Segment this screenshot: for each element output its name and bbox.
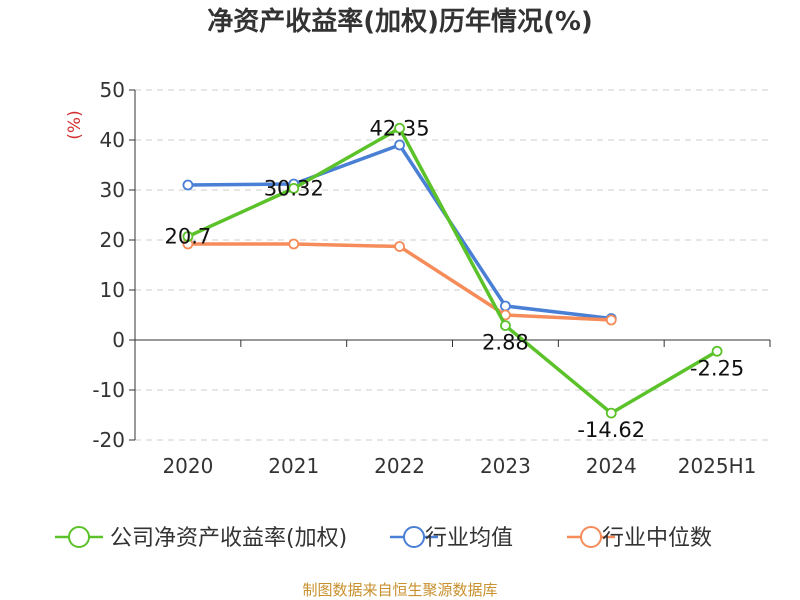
data-label: 30.32 [264, 176, 324, 200]
x-tick-label: 2025H1 [678, 454, 757, 478]
legend-label[interactable]: 行业中位数 [602, 526, 712, 551]
grid [135, 89, 770, 441]
legend-swatch-marker [68, 526, 90, 548]
series-line [187, 126, 718, 415]
series-point[interactable] [394, 122, 405, 134]
series-point[interactable] [288, 238, 300, 250]
x-tick-label: 2020 [162, 454, 213, 478]
y-tick-label: 20 [100, 228, 125, 252]
series-point[interactable] [605, 407, 617, 419]
y-tick-label: -10 [92, 378, 125, 402]
y-tick-label: 50 [100, 78, 125, 102]
series-point[interactable] [394, 241, 405, 252]
y-tick-label: 40 [100, 128, 125, 152]
legend-swatch-marker [403, 526, 425, 548]
data-labels: 20.7 30.32 42.35 2.88 -14.62 -2.25 [165, 116, 745, 442]
legend-swatch-marker [580, 526, 602, 548]
y-tick-label: -20 [92, 428, 125, 452]
legend[interactable]: 公司净资产收益率(加权) 行业均值 行业中位数 [55, 526, 712, 551]
series-line [187, 242, 612, 322]
series-point[interactable] [500, 300, 511, 312]
x-tick-label: 2024 [586, 454, 637, 478]
data-label: 42.35 [370, 116, 430, 140]
series [182, 122, 723, 419]
data-label: -2.25 [690, 356, 744, 380]
series-point[interactable] [182, 231, 194, 242]
x-tick-label: 2021 [268, 454, 319, 478]
data-label: -14.62 [577, 418, 645, 442]
series-point[interactable] [605, 314, 617, 326]
series-point[interactable] [500, 320, 511, 332]
series-point[interactable] [711, 345, 723, 357]
y-tick-label: 0 [112, 328, 125, 352]
y-tick-label: 30 [100, 178, 125, 202]
legend-label[interactable]: 公司净资产收益率(加权) [110, 526, 347, 551]
series-point[interactable] [394, 139, 405, 151]
x-tick-label: 2022 [374, 454, 425, 478]
y-axis-unit: (%) [65, 110, 85, 139]
data-label: 20.7 [165, 225, 212, 249]
y-tick-label: 10 [100, 278, 125, 302]
source-note: 制图数据来自恒生聚源数据库 [302, 581, 497, 599]
data-label: 2.88 [482, 331, 529, 355]
legend-label[interactable]: 行业均值 [425, 526, 513, 551]
series-point[interactable] [288, 182, 300, 194]
series-point[interactable] [182, 179, 194, 191]
chart-title: 净资产收益率(加权)历年情况(%) [207, 6, 593, 37]
axes: 50 40 30 20 10 0 -10 -20 2020 2021 2022 2023 2024 202… [92, 78, 771, 478]
x-tick-label: 2023 [480, 454, 531, 478]
series-line [187, 143, 612, 321]
